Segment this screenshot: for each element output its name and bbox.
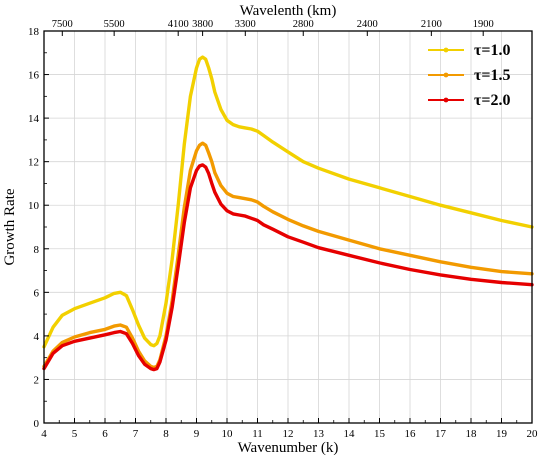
y-axis-title: Growth Rate (2, 188, 18, 265)
series-line-3 (42, 163, 534, 372)
x-tick-label: 17 (435, 428, 447, 440)
legend-label: τ=1.5 (474, 67, 511, 84)
series-line-2 (42, 141, 534, 370)
y-tick-label: 8 (34, 244, 40, 256)
axis-ticks: 4 5 6 7 8 9 10 11 12 13 14 15 16 17 18 19 20 0 2 4 6 8 10 12 14 1… (28, 19, 538, 440)
y-tick-label: 16 (28, 70, 40, 82)
legend-marker (443, 97, 449, 103)
x-tick-label: 7 (133, 428, 139, 440)
legend: τ=1.0 τ=1.5 τ=2.0 (428, 42, 511, 109)
y-tick-label: 12 (28, 157, 39, 169)
series-line-1 (42, 55, 534, 349)
y-tick-label: 18 (28, 26, 40, 38)
x-axis-title: Wavenumber (k) (238, 440, 339, 456)
x-tick-label: 14 (344, 428, 356, 440)
y-tick-label: 6 (34, 287, 40, 299)
top-tick-label: 4100 (168, 19, 189, 30)
x-tick-label: 12 (283, 428, 294, 440)
x-tick-label: 20 (527, 428, 539, 440)
top-axis-title: Wavelenth (km) (240, 3, 337, 19)
grid (43, 30, 533, 424)
top-tick-label: 2800 (293, 19, 314, 30)
legend-label: τ=1.0 (474, 42, 511, 59)
x-tick-label: 5 (72, 428, 78, 440)
legend-label: τ=2.0 (474, 92, 511, 109)
top-tick-label: 2400 (357, 19, 378, 30)
x-tick-label: 8 (163, 428, 169, 440)
legend-marker (443, 72, 449, 78)
x-tick-label: 10 (222, 428, 234, 440)
y-tick-label: 4 (34, 331, 40, 343)
x-tick-label: 6 (102, 428, 108, 440)
top-tick-label: 5500 (104, 19, 125, 30)
y-tick-label: 0 (34, 418, 40, 430)
x-tick-label: 18 (466, 428, 478, 440)
x-tick-label: 4 (41, 428, 47, 440)
top-tick-label: 3300 (235, 19, 256, 30)
x-tick-label: 16 (405, 428, 417, 440)
x-tick-label: 15 (374, 428, 386, 440)
legend-marker (443, 47, 449, 53)
y-tick-label: 14 (28, 113, 40, 125)
x-tick-label: 9 (194, 428, 200, 440)
top-tick-label: 3800 (192, 19, 213, 30)
x-tick-label: 13 (313, 428, 325, 440)
y-tick-label: 2 (34, 374, 40, 386)
top-tick-label: 7500 (52, 19, 73, 30)
top-tick-label: 2100 (421, 19, 442, 30)
x-tick-label: 19 (496, 428, 508, 440)
series-lines (42, 55, 534, 372)
top-tick-label: 1900 (473, 19, 494, 30)
x-tick-label: 11 (252, 428, 263, 440)
y-tick-label: 10 (28, 200, 40, 212)
